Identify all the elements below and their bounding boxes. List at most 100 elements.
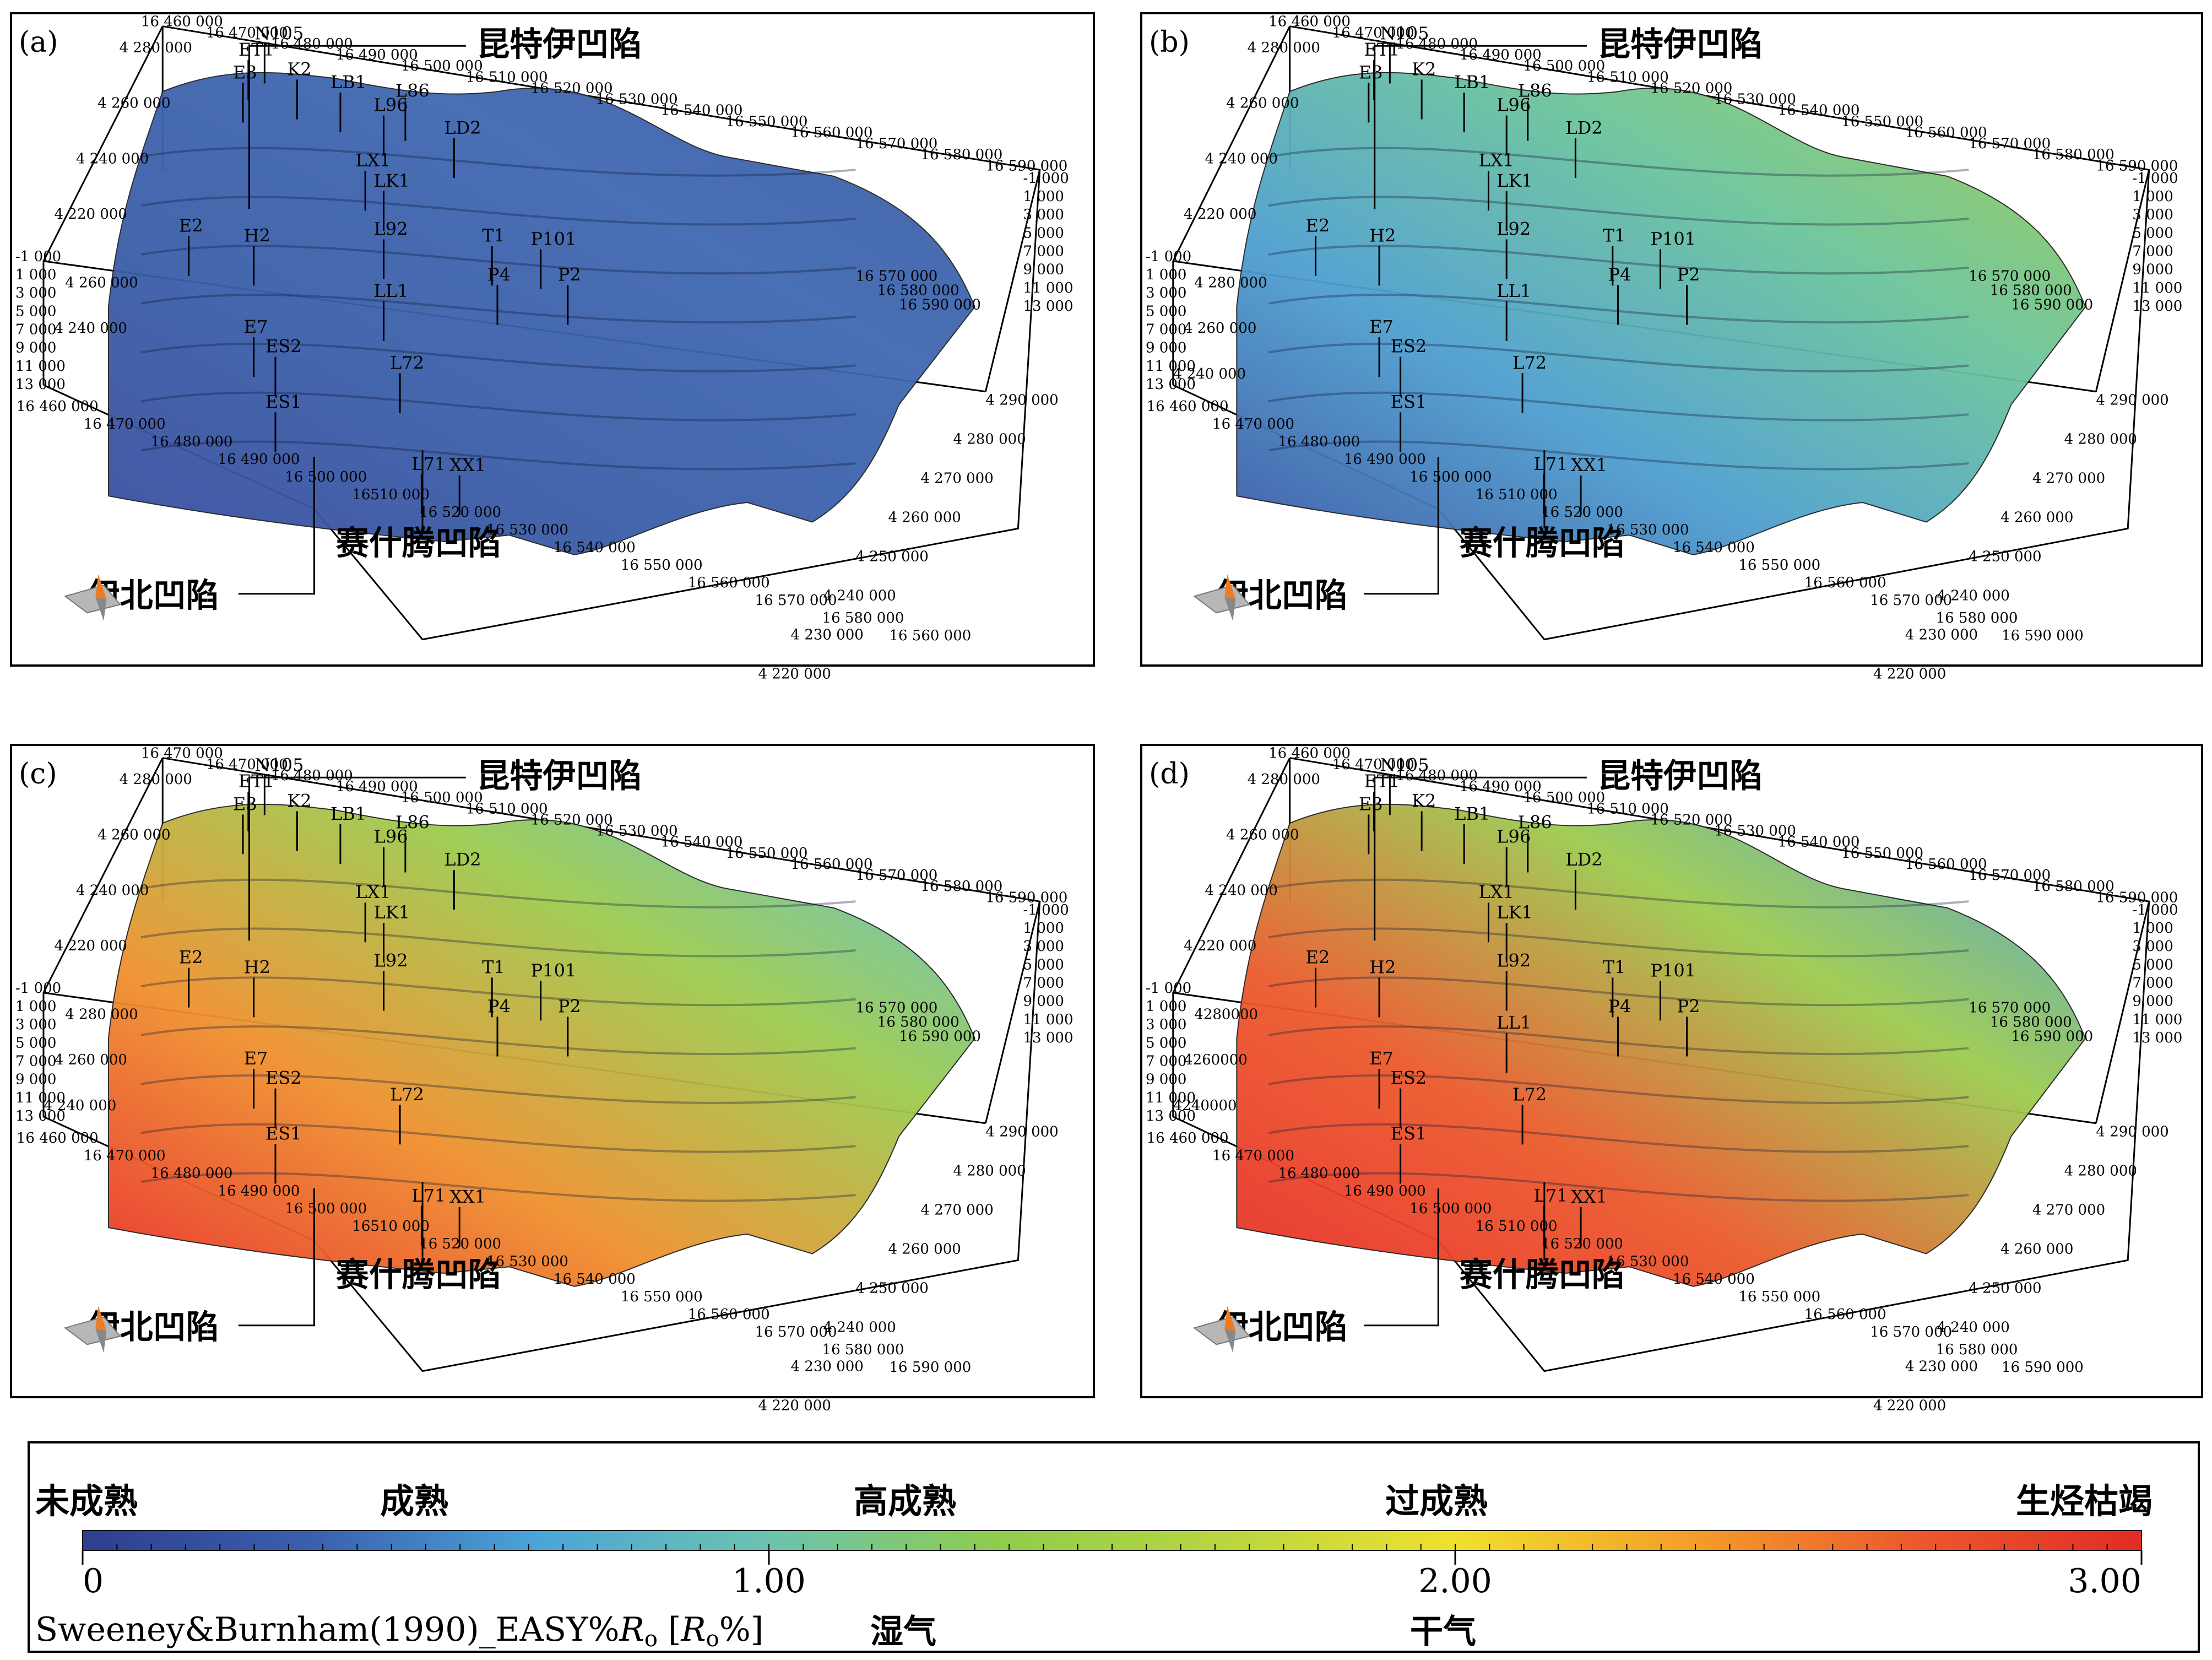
top-axis-label: 16 540 000 bbox=[661, 834, 743, 851]
right-axis-label: 4 270 000 bbox=[920, 470, 993, 486]
well-label-t1: T1 bbox=[482, 956, 505, 977]
well-label-es2: ES2 bbox=[265, 1068, 302, 1089]
colorbar-tick-label: 0 bbox=[83, 1562, 104, 1600]
well-label-es1: ES1 bbox=[1391, 1123, 1427, 1144]
right-inner-label: 16 580 000 bbox=[1990, 1014, 2072, 1030]
left-axis2-label: 4 240 000 bbox=[44, 1097, 116, 1114]
bottom-axis-label: 16 550 000 bbox=[621, 557, 703, 574]
panel-label: (d) bbox=[1149, 758, 1190, 791]
depth-right-label: 11 000 bbox=[1023, 1012, 1074, 1028]
panel-label: (c) bbox=[19, 758, 57, 791]
well-label-lx1: LX1 bbox=[355, 150, 391, 171]
right-axis-label: 4 240 000 bbox=[823, 588, 896, 604]
top-axis-label: 16 470 000 bbox=[141, 745, 223, 762]
well-label-l86: L86 bbox=[395, 812, 430, 833]
top-axis-label: 16 490 000 bbox=[336, 778, 418, 795]
well-label-h2: H2 bbox=[1369, 956, 1396, 977]
top-axis-label: 16 580 000 bbox=[920, 878, 1002, 895]
bottom-axis-label: 16 560 000 bbox=[1804, 575, 1886, 591]
top-axis-label: 16 520 000 bbox=[531, 80, 613, 96]
colorbar-tick-label: 1.00 bbox=[732, 1562, 806, 1600]
depth-right-label: 5 000 bbox=[2132, 956, 2173, 973]
bottom-axis-label: 16 460 000 bbox=[17, 398, 99, 415]
right-axis-label: 4 230 000 bbox=[791, 627, 864, 644]
depth-right-label: 11 000 bbox=[1023, 280, 1074, 296]
well-label-et1: ET1 bbox=[1364, 39, 1400, 60]
compass-icon bbox=[64, 1306, 122, 1353]
top-axis-label: 16 590 000 bbox=[2096, 889, 2178, 906]
top-axis-label: 16 500 000 bbox=[1523, 58, 1605, 74]
well-label-e3: E3 bbox=[1359, 793, 1383, 814]
top-axis-label: 16 540 000 bbox=[661, 102, 743, 119]
top-axis-label: 16 550 000 bbox=[1841, 113, 1923, 130]
depth-left-label: 11 000 bbox=[1146, 1090, 1196, 1106]
well-label-p2: P2 bbox=[558, 996, 581, 1016]
depth-left-label: 11 000 bbox=[15, 1090, 66, 1106]
bottom-axis-label: 16 510 000 bbox=[1476, 486, 1558, 503]
depth-left-label: 13 000 bbox=[15, 1108, 66, 1124]
depth-left-label: 3 000 bbox=[15, 285, 56, 301]
well-label-e7: E7 bbox=[244, 1048, 268, 1069]
depth-left-label: 11 000 bbox=[15, 358, 66, 375]
depth-right-label: 13 000 bbox=[2132, 1030, 2182, 1046]
left-axis2-label: 4240000 bbox=[1173, 1097, 1237, 1114]
left-axis2-label: 4260000 bbox=[1184, 1052, 1248, 1068]
leader-top bbox=[1374, 776, 1587, 941]
terrain-ridge bbox=[1268, 878, 1969, 909]
well-label-lx1: LX1 bbox=[355, 882, 391, 902]
bottom-axis-label: 16 570 000 bbox=[755, 592, 837, 609]
top-axis-label: 16 510 000 bbox=[466, 801, 548, 817]
left-axis-label: 4 220 000 bbox=[1184, 206, 1256, 223]
top-axis-label: 16 570 000 bbox=[855, 867, 937, 884]
bottom-axis-label: 16 580 000 bbox=[1936, 1342, 2018, 1358]
compass-shadow bbox=[1224, 1329, 1236, 1353]
depth-left-label: 3 000 bbox=[1146, 285, 1186, 301]
depth-right-label: 3 000 bbox=[1023, 938, 1064, 955]
caption-part: [ bbox=[658, 1610, 681, 1649]
legend-stage-2: 高成熟 bbox=[854, 1481, 956, 1521]
colorbar-tick-label: 2.00 bbox=[1418, 1562, 1492, 1600]
depth-left-label: 7 000 bbox=[1146, 322, 1186, 338]
top-axis-label: 16 590 000 bbox=[2096, 158, 2178, 174]
top-axis-label: 16 490 000 bbox=[1460, 47, 1542, 63]
top-axis-label: 16 510 000 bbox=[1587, 801, 1669, 817]
well-label-ll1: LL1 bbox=[1497, 1012, 1531, 1033]
well-label-et1: ET1 bbox=[1364, 771, 1400, 792]
top-axis-label: 16 470 000 bbox=[206, 25, 288, 41]
well-label-et1: ET1 bbox=[238, 39, 274, 60]
top-axis-label: 16 470 000 bbox=[1332, 756, 1414, 773]
well-label-e7: E7 bbox=[1369, 1048, 1394, 1069]
bottom-axis-label: 16510 000 bbox=[352, 1218, 430, 1235]
depth-right-label: 13 000 bbox=[1023, 298, 1074, 315]
bottom-axis-label: 16 590 000 bbox=[889, 1359, 971, 1376]
terrain-ridge bbox=[140, 1123, 856, 1153]
right-axis-label: 4 220 000 bbox=[1873, 666, 1946, 683]
bottom-axis-label: 16 460 000 bbox=[1147, 398, 1229, 415]
depth-right-label: 9 000 bbox=[1023, 262, 1064, 278]
terrain-ridge bbox=[140, 1172, 856, 1202]
terrain-surface bbox=[1236, 72, 2086, 555]
compass-icon bbox=[1193, 1306, 1251, 1353]
depth-right-label: -1 000 bbox=[1023, 170, 1069, 187]
right-inner-label: 16 590 000 bbox=[2011, 1029, 2093, 1045]
compass-arrow bbox=[95, 574, 107, 599]
well-label-k2: K2 bbox=[287, 790, 311, 811]
depth-right-label: 5 000 bbox=[1023, 225, 1064, 241]
left-axis-label: 4 240 000 bbox=[1205, 882, 1278, 899]
well-label-l92: L92 bbox=[374, 950, 408, 971]
well-label-l96: L96 bbox=[1497, 95, 1531, 116]
top-axis-label: 16 490 000 bbox=[336, 47, 418, 63]
left-axis-label: 4 260 000 bbox=[1226, 827, 1299, 843]
top-axis-label: 16 560 000 bbox=[1905, 856, 1987, 873]
top-axis-label: 16 540 000 bbox=[1778, 102, 1860, 119]
basin-label-right: 赛什腾凹陷 bbox=[336, 1256, 501, 1295]
well-label-es1: ES1 bbox=[265, 391, 302, 412]
top-axis-label: 16 560 000 bbox=[1905, 125, 1987, 141]
well-label-ld2: LD2 bbox=[1565, 849, 1602, 870]
depth-right-label: 7 000 bbox=[2132, 243, 2173, 259]
right-axis-label: 4 260 000 bbox=[2000, 510, 2073, 526]
legend-wet-gas: 湿气 bbox=[870, 1613, 936, 1651]
depth-right-label: 1 000 bbox=[2132, 188, 2173, 205]
well-label-ld2: LD2 bbox=[1565, 117, 1602, 138]
